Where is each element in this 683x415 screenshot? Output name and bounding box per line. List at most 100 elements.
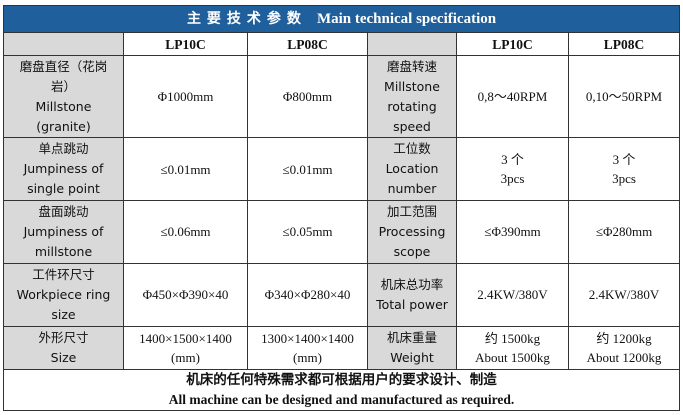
table-title: 主要技术参数 Main technical specification [2, 4, 681, 34]
cell-line: 2.4KW/380V [588, 287, 660, 303]
footer-english: All machine can be designed and manufact… [168, 391, 515, 407]
cell-line: 3 个 [612, 152, 636, 168]
spec-value: 1400×1500×1400 (mm) [123, 326, 248, 370]
cell-line: Jumpiness of [23, 161, 104, 177]
spec-label: 机床总功率 Total power [367, 262, 457, 328]
cell-line: 磨盘转速 [386, 58, 437, 74]
cell-line: 加工范围 [386, 203, 437, 219]
cell-line: number [387, 181, 437, 197]
spec-row: 外形尺寸 Size 1400×1500×1400 (mm) 1300×1400×14… [3, 326, 681, 370]
cell-line: Location [385, 161, 439, 177]
cell-line: Processing [378, 223, 446, 239]
spec-value: 2.4KW/380V [567, 262, 681, 328]
title-english: Main technical specification [316, 10, 497, 27]
cell-line: single point [27, 181, 100, 197]
spec-label: 盘面跳动 Jumpiness of millstone [3, 199, 124, 264]
cell-line: Φ450×Φ390×40 [142, 287, 229, 303]
spec-value: ≤Φ280mm [567, 199, 681, 264]
spec-row: 磨盘直径（花岗 岩） Millstone (granite) Φ1000mm Φ800… [3, 55, 681, 139]
cell-line: About 1500kg [475, 349, 550, 365]
cell-line: Φ340×Φ280×40 [264, 287, 351, 303]
spec-value: ≤Φ390mm [456, 199, 569, 264]
cell-line: scope [393, 243, 431, 259]
cell-line: 工件环尺寸 [32, 266, 95, 282]
cell-line: Jumpiness of [23, 223, 104, 239]
cell-line: 磨盘直径（花岗 [19, 58, 108, 74]
cell-line: millstone [34, 243, 93, 259]
title-chinese: 主要技术参数 [186, 10, 307, 27]
cell-line: 机床总功率 [380, 276, 444, 292]
cell-line: Workpiece ring [16, 286, 111, 302]
spec-row: 单点跳动 Jumpiness of single point ≤0.01mm ≤0.… [3, 137, 681, 201]
header-blank-right [367, 32, 457, 57]
cell-line: 单点跳动 [38, 141, 89, 157]
cell-line: Total power [376, 296, 448, 312]
spec-label: 单点跳动 Jumpiness of single point [3, 137, 124, 201]
cell-line: 盘面跳动 [38, 203, 89, 219]
spec-value: ≤0.01mm [123, 137, 248, 201]
spec-value: 2.4KW/380V [456, 262, 569, 328]
spec-value: 0,10～50RPM [567, 55, 681, 139]
header-row: LP10C LP08C LP10C LP08C [3, 32, 681, 57]
cell-line: Size [50, 349, 77, 365]
cell-line: (granite) [36, 118, 91, 134]
spec-value: Φ450×Φ390×40 [123, 262, 248, 328]
spec-row: 工件环尺寸 Workpiece ring size Φ450×Φ390×40 Φ34… [3, 262, 681, 328]
spec-value: 3 个 3pcs [567, 137, 681, 201]
cell-line: 3 个 [501, 152, 524, 168]
cell-line: 外形尺寸 [38, 329, 89, 345]
spec-value: 0,8～40RPM [456, 55, 569, 139]
spec-value: ≤0.06mm [123, 199, 248, 264]
spec-label: 外形尺寸 Size [3, 326, 124, 370]
cell-line: Weight [390, 349, 434, 365]
cell-line: ≤0.01mm [160, 161, 211, 177]
cell-line: 机床重量 [386, 329, 437, 345]
cell-line: ≤0.05mm [282, 224, 333, 240]
header-lp10c-left: LP10C [123, 32, 248, 57]
cell-line: About 1200kg [586, 349, 662, 365]
cell-line: 0,10～50RPM [585, 89, 663, 105]
cell-line: Φ1000mm [157, 89, 214, 105]
spec-label: 工位数 Location number [367, 137, 457, 201]
cell-line: 工位数 [393, 141, 431, 157]
cell-line: 约 1200kg [596, 330, 652, 346]
cell-line: ≤Φ390mm [484, 224, 541, 240]
spec-value: ≤0.05mm [247, 199, 368, 264]
cell-line: 2.4KW/380V [477, 287, 548, 303]
cell-line: Φ800mm [282, 89, 333, 105]
header-lp10c-right: LP10C [456, 32, 569, 57]
cell-line: 3pcs [612, 171, 636, 187]
cell-line: rotating [387, 98, 437, 114]
title-row: 主要技术参数 Main technical specification [2, 4, 681, 34]
cell-line: size [51, 306, 76, 322]
cell-line: (mm) [293, 349, 322, 365]
footer-row: 机床的任何特殊需求都可根据用户的要求设计、制造 All machine can … [2, 368, 681, 412]
cell-line: (mm) [171, 349, 200, 365]
spec-label: 磨盘直径（花岗 岩） Millstone (granite) [3, 55, 124, 139]
spec-table: 主要技术参数 Main technical specification LP10C… [2, 4, 681, 412]
spec-row: 盘面跳动 Jumpiness of millstone ≤0.06mm ≤0.05m… [3, 199, 681, 264]
cell-line: 3pcs [500, 171, 525, 187]
spec-label: 机床重量 Weight [367, 326, 457, 370]
spec-value: Φ340×Φ280×40 [247, 262, 368, 328]
cell-line: 岩） [50, 78, 76, 94]
spec-value: Φ1000mm [123, 55, 248, 139]
footer-chinese: 机床的任何特殊需求都可根据用户的要求设计、制造 [186, 371, 497, 388]
spec-value: Φ800mm [247, 55, 368, 139]
spec-value: 3 个 3pcs [456, 137, 569, 201]
cell-line: 0,8～40RPM [477, 89, 548, 105]
cell-line: 约 1500kg [484, 330, 541, 346]
spec-label: 加工范围 Processing scope [367, 199, 457, 264]
spec-label: 工件环尺寸 Workpiece ring size [3, 262, 124, 328]
cell-line: speed [393, 118, 431, 134]
header-blank-left [3, 32, 124, 57]
spec-value: ≤0.01mm [247, 137, 368, 201]
cell-line: ≤0.06mm [160, 224, 211, 240]
cell-line: 1300×1400×1400 [261, 330, 354, 346]
cell-line: ≤0.01mm [282, 161, 333, 177]
header-lp08c-left: LP08C [247, 32, 368, 57]
cell-line: Millstone [384, 78, 440, 94]
spec-value: 约 1200kg About 1200kg [567, 326, 681, 370]
footer-note: 机床的任何特殊需求都可根据用户的要求设计、制造 All machine can … [2, 368, 681, 412]
header-lp08c-right: LP08C [567, 32, 681, 57]
